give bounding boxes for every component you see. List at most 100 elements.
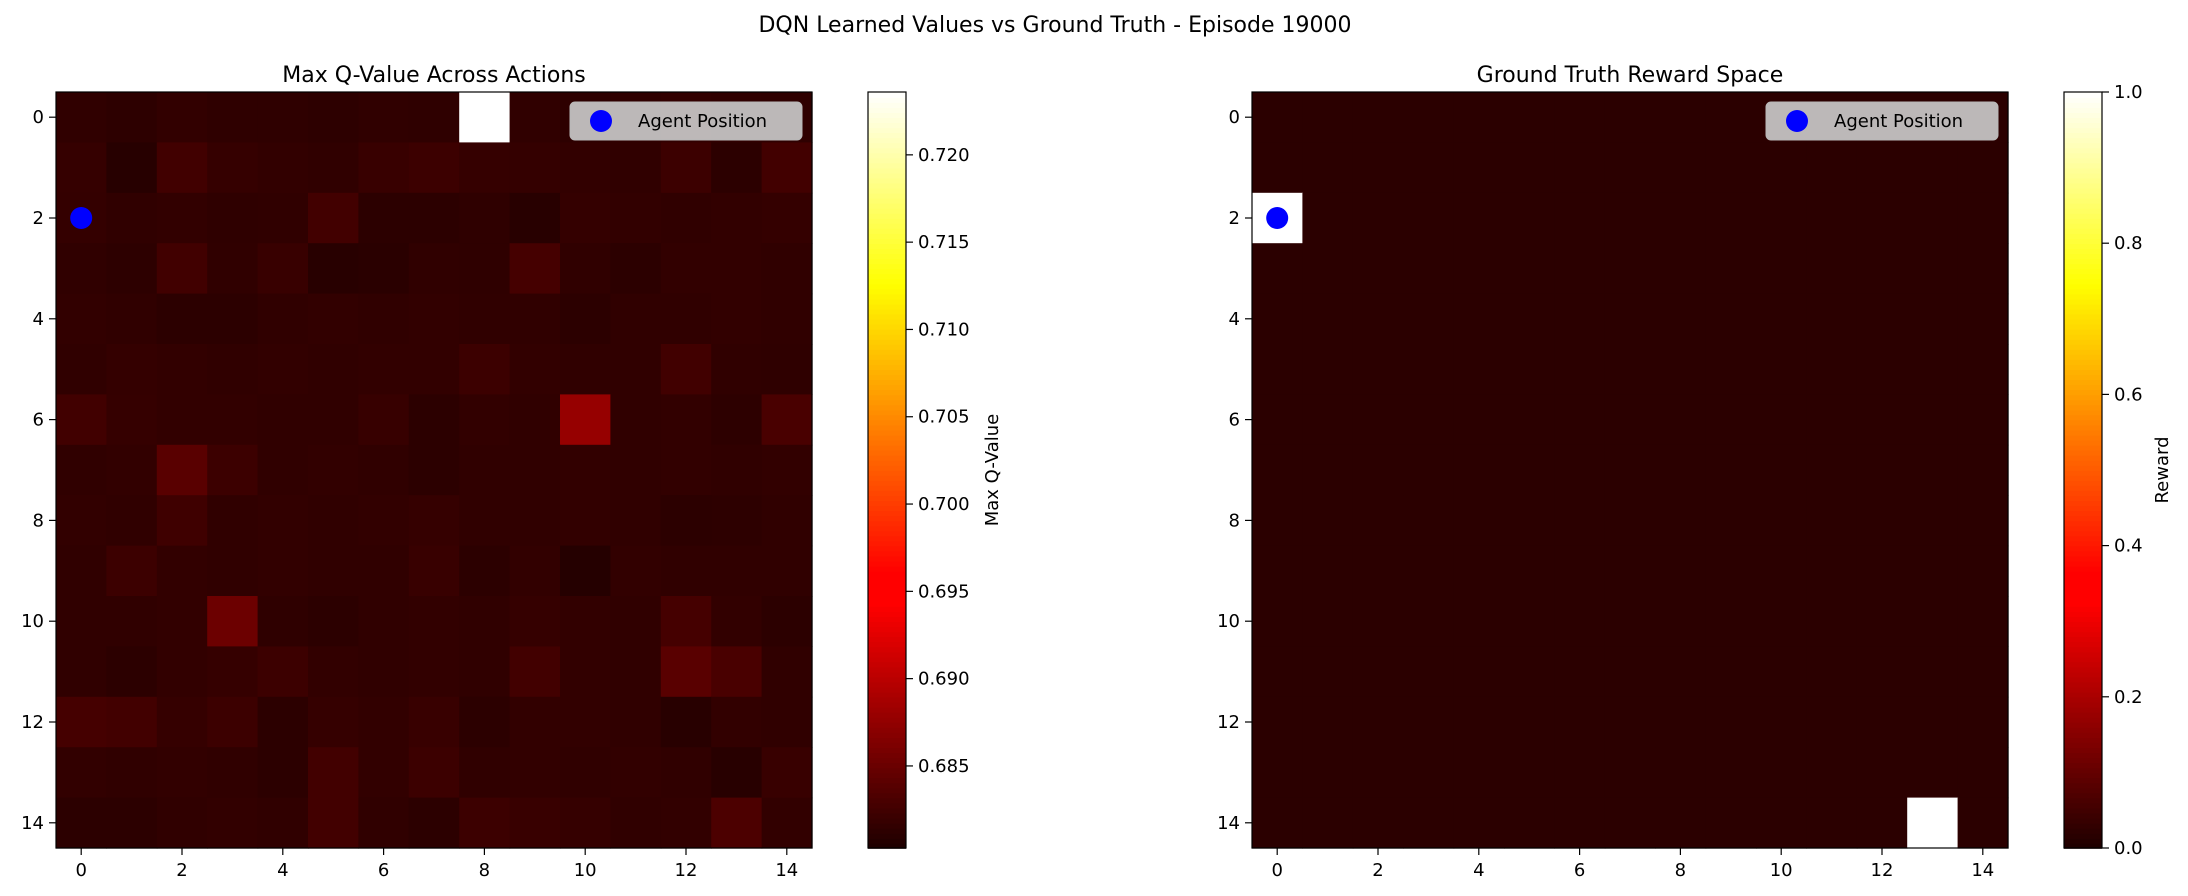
heatmap-cell [1957,243,2009,295]
heatmap-cell [711,243,763,295]
colorbar-band [2064,187,2102,194]
heatmap-cell [1504,797,1555,849]
colorbar-band [868,757,906,764]
heatmap-cell [207,646,259,698]
heatmap-cell [1957,596,2009,647]
heatmap-cell [1705,646,1757,698]
colorbar-band [868,212,906,219]
heatmap-cell [408,293,460,345]
heatmap-cell [509,243,561,295]
heatmap-cell [610,747,662,799]
heatmap-cell [56,344,107,395]
heatmap-cell [308,394,359,446]
heatmap-cell [106,444,158,496]
colorbar-band [868,716,906,723]
heatmap-cell [761,142,813,194]
heatmap-cell [560,293,611,345]
heatmap-cell [257,495,309,547]
colorbar-band [2064,409,2102,416]
heatmap-cell [459,394,511,446]
heatmap-cell [408,344,460,395]
heatmap-cell [156,92,208,143]
colorbar-band [2064,454,2102,461]
heatmap-cell [257,596,309,647]
colorbar-band [2064,485,2102,491]
colorbar-band [2064,580,2102,587]
colorbar-band [868,107,906,113]
heatmap-cell [1403,394,1455,446]
x-tick-label: 14 [1971,860,1994,881]
colorbar-band [868,505,906,512]
colorbar-band [868,611,906,617]
heatmap-cell [408,747,460,799]
colorbar-band [868,822,906,829]
heatmap-cell [1403,696,1455,748]
heatmap-cell [1252,92,1303,143]
heatmap-cell [358,394,410,446]
agent-position-marker [1266,207,1289,229]
x-tick-label: 6 [1574,860,1585,881]
colorbar-band [868,732,906,738]
colorbar-tick-label: 0.700 [918,494,970,515]
colorbar-band [868,424,906,431]
heatmap-cell [1453,797,1505,849]
heatmap-cell [610,797,662,849]
heatmap-cell [1957,344,2009,395]
heatmap-cell [1806,696,1858,748]
colorbar-band [2064,97,2102,103]
heatmap-cell [660,696,712,748]
colorbar-band [868,807,906,814]
heatmap-cell [257,545,309,597]
heatmap-cell [1554,444,1606,496]
colorbar-band [2064,616,2102,622]
legend-box [1765,101,1999,141]
heatmap-cell [1806,142,1858,194]
colorbar-band [2064,505,2102,512]
heatmap-cell [308,344,359,395]
colorbar-band [868,429,906,436]
colorbar-band [868,701,906,708]
colorbar-band [868,268,906,275]
heatmap-cell [761,293,813,345]
colorbar-band [868,344,906,350]
heatmap-cell [1604,142,1656,194]
heatmap-cell [308,243,359,295]
colorbar-band [2064,545,2102,552]
heatmap-cell [1302,92,1354,143]
y-tick-label: 6 [33,410,44,431]
heatmap-cell [1604,92,1656,143]
colorbar-tick-label: 0.8 [2114,233,2143,254]
heatmap-cell [1907,495,1959,547]
heatmap-cell [106,747,158,799]
heatmap-cells [56,92,813,849]
heatmap-cell [1655,797,1707,849]
colorbar-band [868,560,906,567]
colorbar-band [2064,182,2102,189]
heatmap-cell [1957,394,2009,446]
heatmap-cell [1403,142,1455,194]
heatmap-cell [1302,696,1354,748]
heatmap-cell [1504,747,1555,799]
colorbar-tick-label: 0.710 [918,319,970,340]
heatmap-cell [1756,797,1807,849]
colorbar-band [868,727,906,733]
colorbar-frame [2063,91,2103,849]
heatmap-cell [1604,747,1656,799]
heatmap-cell [408,646,460,698]
heatmap-cell [509,596,561,647]
heatmap-cell [1453,596,1505,647]
heatmap-cell [711,545,763,597]
heatmap-cell [106,142,158,194]
heatmap-cell [1403,747,1455,799]
heatmap-cell [610,596,662,647]
heatmap-cell [761,797,813,849]
heatmap-cell [1756,243,1807,295]
colorbar-band [868,172,906,179]
colorbar-band [2064,515,2102,522]
colorbar-band [2064,812,2102,819]
colorbar-band [868,515,906,522]
colorbar-band [2064,92,2102,98]
heatmap-cell [1554,344,1606,395]
y-tick-label: 0 [33,107,44,128]
colorbar-tick-label: 0.2 [2114,687,2143,708]
